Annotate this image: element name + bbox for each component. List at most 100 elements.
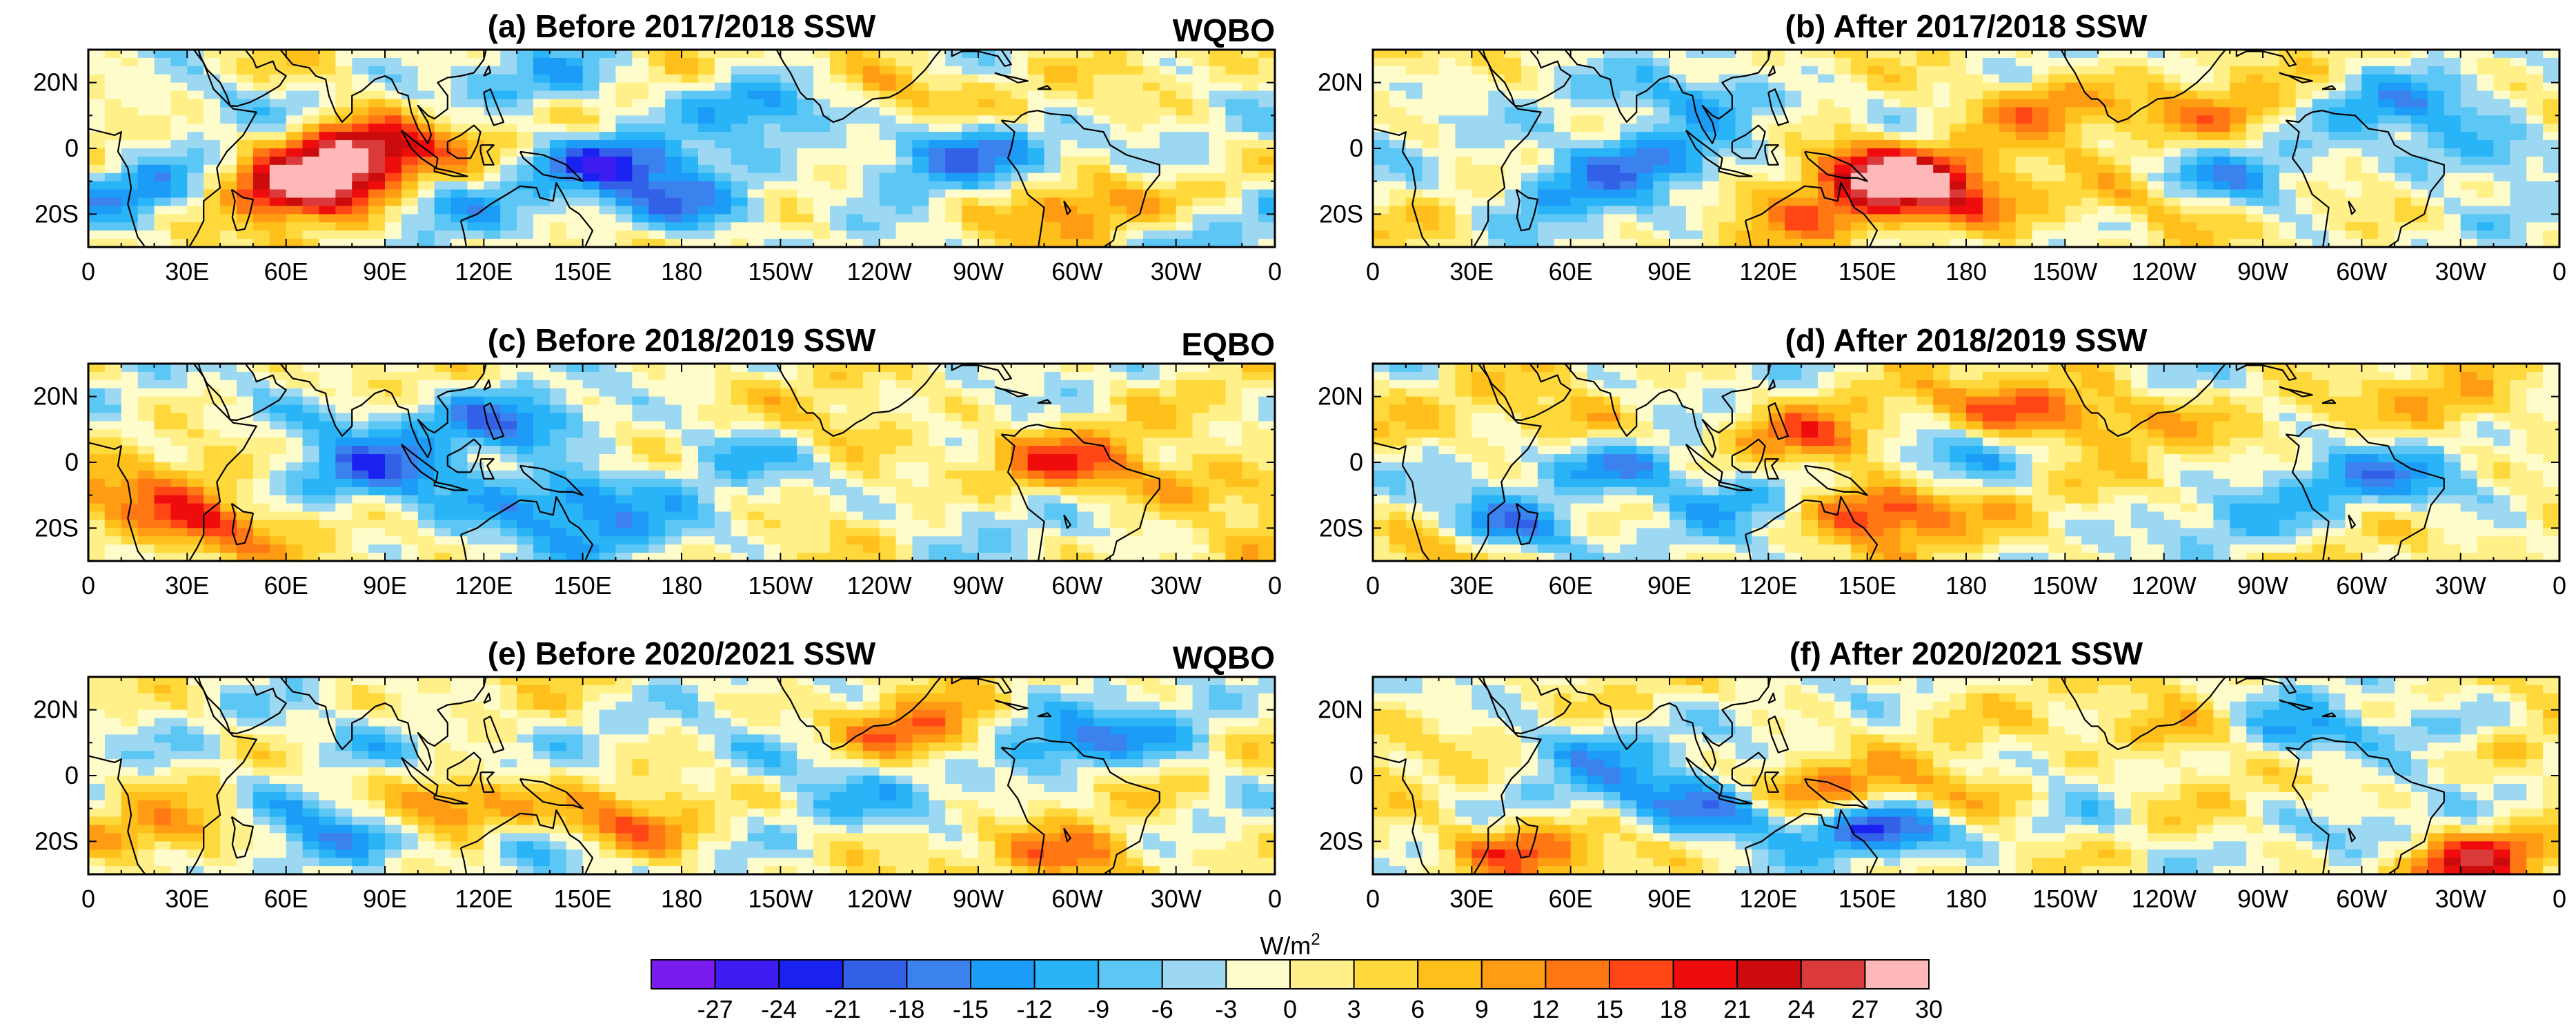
anomaly-cell <box>1176 413 1193 422</box>
anomaly-cell <box>187 206 204 215</box>
anomaly-cell <box>1950 74 1967 83</box>
anomaly-cell <box>615 99 633 108</box>
anomaly-cell <box>286 124 304 132</box>
anomaly-cell <box>1258 156 1275 166</box>
anomaly-cell <box>1883 206 1901 215</box>
anomaly-cell <box>978 66 995 75</box>
coastline <box>1515 188 1538 232</box>
anomaly-cell <box>2163 107 2181 117</box>
anomaly-cell <box>978 371 995 381</box>
anomaly-cell <box>319 156 337 166</box>
anomaly-cell <box>1027 371 1045 381</box>
anomaly-cell <box>747 140 765 149</box>
anomaly-cell <box>632 364 649 373</box>
anomaly-cell <box>797 454 814 463</box>
anomaly-cell <box>2147 50 2165 59</box>
anomaly-cell <box>1209 66 1227 75</box>
anomaly-cell <box>204 388 221 397</box>
anomaly-cell <box>846 156 864 166</box>
anomaly-cell <box>154 132 172 141</box>
anomaly-cell <box>1966 156 1983 166</box>
anomaly-cell <box>929 115 946 124</box>
anomaly-cell <box>2395 99 2412 108</box>
anomaly-cell <box>352 429 369 438</box>
anomaly-cell <box>2032 74 2050 83</box>
anomaly-cell <box>1950 156 1967 166</box>
anomaly-cell <box>104 230 122 239</box>
anomaly-cell <box>1850 115 1868 124</box>
anomaly-cell <box>1176 437 1193 446</box>
anomaly-cell <box>879 486 897 496</box>
anomaly-cell <box>1258 82 1275 92</box>
anomaly-cell <box>912 66 930 75</box>
anomaly-cell <box>237 486 254 496</box>
anomaly-cell <box>500 371 517 381</box>
anomaly-cell <box>566 421 584 431</box>
anomaly-cell <box>368 364 386 373</box>
anomaly-cell <box>697 115 715 124</box>
anomaly-cell <box>615 380 633 389</box>
anomaly-cell <box>830 90 847 100</box>
anomaly-cell <box>1011 181 1029 190</box>
anomaly-cell <box>1060 197 1078 207</box>
anomaly-cell <box>1505 115 1522 124</box>
anomaly-cell <box>1505 57 1522 67</box>
anomaly-cell <box>2493 74 2511 83</box>
anomaly-cell <box>764 470 782 480</box>
anomaly-cell <box>1373 82 1390 92</box>
anomaly-cell <box>813 99 831 108</box>
anomaly-cell <box>417 404 435 414</box>
anomaly-cell <box>1159 222 1177 231</box>
anomaly-cell <box>846 380 864 389</box>
anomaly-cell <box>104 239 122 247</box>
anomaly-cell <box>2048 222 2066 231</box>
anomaly-cell <box>2015 50 2033 59</box>
anomaly-cell <box>204 90 221 100</box>
anomaly-cell <box>2444 124 2461 132</box>
anomaly-cell <box>417 82 435 92</box>
anomaly-cell <box>2213 90 2230 100</box>
anomaly-cell <box>368 132 386 141</box>
anomaly-cell <box>912 206 930 215</box>
anomaly-cell <box>1785 74 1802 83</box>
anomaly-cell <box>1867 156 1885 166</box>
anomaly-cell <box>121 437 139 446</box>
anomaly-cell <box>2295 57 2313 67</box>
anomaly-cell <box>1587 230 1605 239</box>
anomaly-cell <box>731 82 749 92</box>
anomaly-cell <box>1077 99 1094 108</box>
anomaly-cell <box>945 50 962 59</box>
anomaly-cell <box>1587 57 1605 67</box>
anomaly-cell <box>1110 371 1127 381</box>
anomaly-cell <box>2295 230 2313 239</box>
anomaly-cell <box>582 486 600 496</box>
anomaly-cell <box>2230 140 2247 149</box>
anomaly-cell <box>319 140 337 149</box>
anomaly-cell <box>2065 115 2082 124</box>
anomaly-cell <box>2493 173 2511 182</box>
anomaly-cell <box>533 50 551 59</box>
anomaly-cell <box>1472 197 1489 207</box>
anomaly-cell <box>1966 148 1983 157</box>
x-tick-label: 120W <box>847 257 912 286</box>
anomaly-cell <box>1027 57 1045 67</box>
anomaly-cell <box>615 140 633 149</box>
anomaly-cell <box>1225 429 1242 438</box>
anomaly-cell <box>1011 197 1029 207</box>
anomaly-cell <box>2427 90 2445 100</box>
anomaly-cell <box>1587 189 1605 199</box>
anomaly-cell <box>566 140 584 149</box>
anomaly-cell <box>1110 478 1127 488</box>
anomaly-cell <box>1159 173 1177 182</box>
anomaly-cell <box>1670 74 1687 83</box>
anomaly-cell <box>121 495 139 504</box>
anomaly-cell <box>1867 140 1885 149</box>
anomaly-cell <box>2411 66 2428 75</box>
anomaly-cell <box>615 173 633 182</box>
anomaly-cell <box>2295 222 2313 231</box>
anomaly-cell <box>2230 57 2247 67</box>
anomaly-cell <box>632 446 649 455</box>
anomaly-cell <box>286 66 304 75</box>
anomaly-cell <box>599 164 617 174</box>
anomaly-cell <box>335 50 353 59</box>
